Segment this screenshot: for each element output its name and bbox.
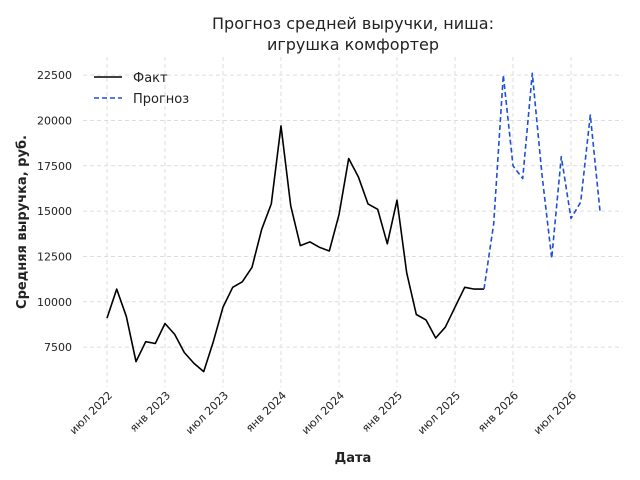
y-tick-label: 22500: [37, 69, 72, 82]
data-point-actual: [309, 241, 311, 243]
data-point-actual: [184, 352, 186, 354]
data-point-actual: [319, 247, 321, 249]
data-point-actual: [116, 288, 118, 290]
data-point-actual: [290, 205, 292, 207]
data-point-actual: [271, 203, 273, 205]
x-axis-label: Дата: [335, 451, 372, 466]
chart-title-line-1: Прогноз средней выручки, ниша:: [212, 14, 494, 33]
data-point-actual: [425, 319, 427, 321]
data-point-forecast: [551, 257, 553, 259]
data-point-actual: [261, 228, 263, 230]
data-point-actual: [222, 306, 224, 308]
y-tick-label: 17500: [37, 160, 72, 173]
legend-label-forecast: Прогноз: [133, 92, 189, 107]
data-point-actual: [329, 250, 331, 252]
y-tick-label: 12500: [37, 250, 72, 263]
data-point-actual: [387, 243, 389, 245]
data-point-actual: [213, 341, 215, 343]
chart-title-line-2: игрушка комфортер: [267, 35, 439, 54]
data-point-forecast: [532, 73, 534, 75]
plot-area: [106, 72, 601, 373]
y-axis-label: Средняя выручка, руб.: [15, 135, 30, 309]
data-point-forecast: [493, 223, 495, 225]
data-point-forecast: [580, 201, 582, 203]
data-point-actual: [106, 317, 108, 319]
data-point-forecast: [512, 165, 514, 167]
data-point-actual: [135, 361, 137, 363]
legend-label-actual: Факт: [133, 71, 168, 86]
data-point-actual: [280, 125, 282, 127]
data-point-forecast: [590, 114, 592, 116]
data-point-forecast: [522, 178, 524, 180]
data-point-actual: [155, 343, 157, 345]
grid: [83, 57, 623, 387]
data-point-actual: [416, 314, 418, 316]
data-point-actual: [435, 337, 437, 339]
y-tick-label: 7500: [44, 341, 72, 354]
data-point-actual: [251, 267, 253, 269]
data-point-forecast: [599, 210, 601, 212]
data-point-actual: [454, 306, 456, 308]
data-point-actual: [145, 341, 147, 343]
series-line-actual: [106, 125, 484, 373]
data-point-actual: [377, 209, 379, 211]
data-point-actual: [126, 315, 128, 317]
data-point-actual: [193, 363, 195, 365]
data-point-actual: [396, 199, 398, 201]
data-point-forecast: [483, 288, 485, 290]
data-point-actual: [367, 203, 369, 205]
y-tick-label: 20000: [37, 114, 72, 127]
data-point-actual: [300, 245, 302, 247]
data-point-actual: [242, 281, 244, 283]
data-point-actual: [203, 371, 205, 373]
data-point-actual: [406, 272, 408, 274]
data-point-actual: [358, 176, 360, 178]
data-point-forecast: [570, 218, 572, 220]
data-point-actual: [348, 158, 350, 160]
data-point-actual: [164, 323, 166, 325]
series-line-forecast: [483, 72, 601, 290]
data-point-actual: [474, 288, 476, 290]
data-point-actual: [445, 326, 447, 328]
data-point-actual: [338, 214, 340, 216]
y-tick-label: 15000: [37, 205, 72, 218]
data-point-forecast: [561, 156, 563, 158]
y-tick-label: 10000: [37, 296, 72, 309]
data-point-actual: [464, 286, 466, 288]
legend: Факт Прогноз: [94, 71, 189, 107]
data-point-forecast: [541, 174, 543, 176]
data-point-forecast: [503, 74, 505, 76]
data-point-actual: [174, 334, 176, 336]
data-point-actual: [232, 286, 234, 288]
